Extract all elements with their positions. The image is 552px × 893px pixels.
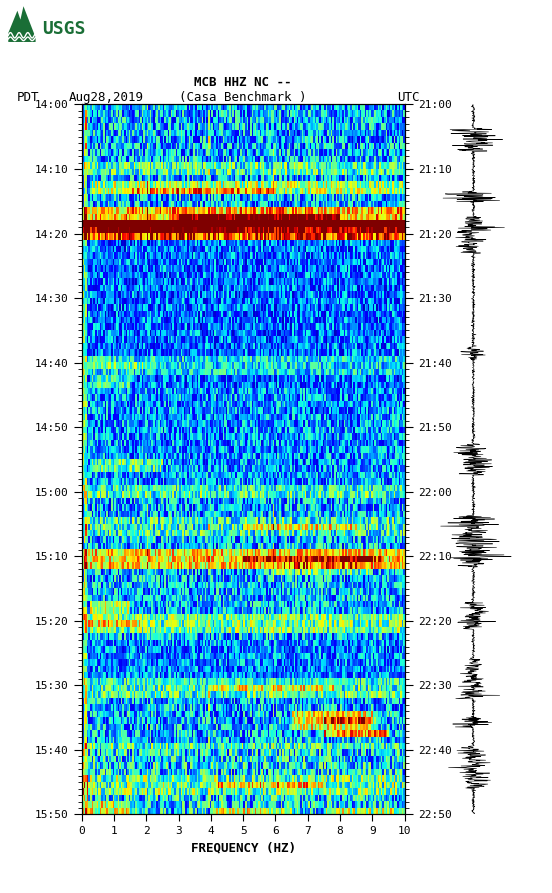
Polygon shape (8, 6, 35, 42)
Text: PDT: PDT (17, 90, 39, 104)
Text: MCB HHZ NC --: MCB HHZ NC -- (194, 76, 291, 89)
Text: Aug28,2019: Aug28,2019 (69, 90, 144, 104)
Text: (Casa Benchmark ): (Casa Benchmark ) (179, 90, 306, 104)
X-axis label: FREQUENCY (HZ): FREQUENCY (HZ) (190, 842, 296, 855)
Text: UTC: UTC (397, 90, 420, 104)
Text: USGS: USGS (43, 20, 86, 38)
